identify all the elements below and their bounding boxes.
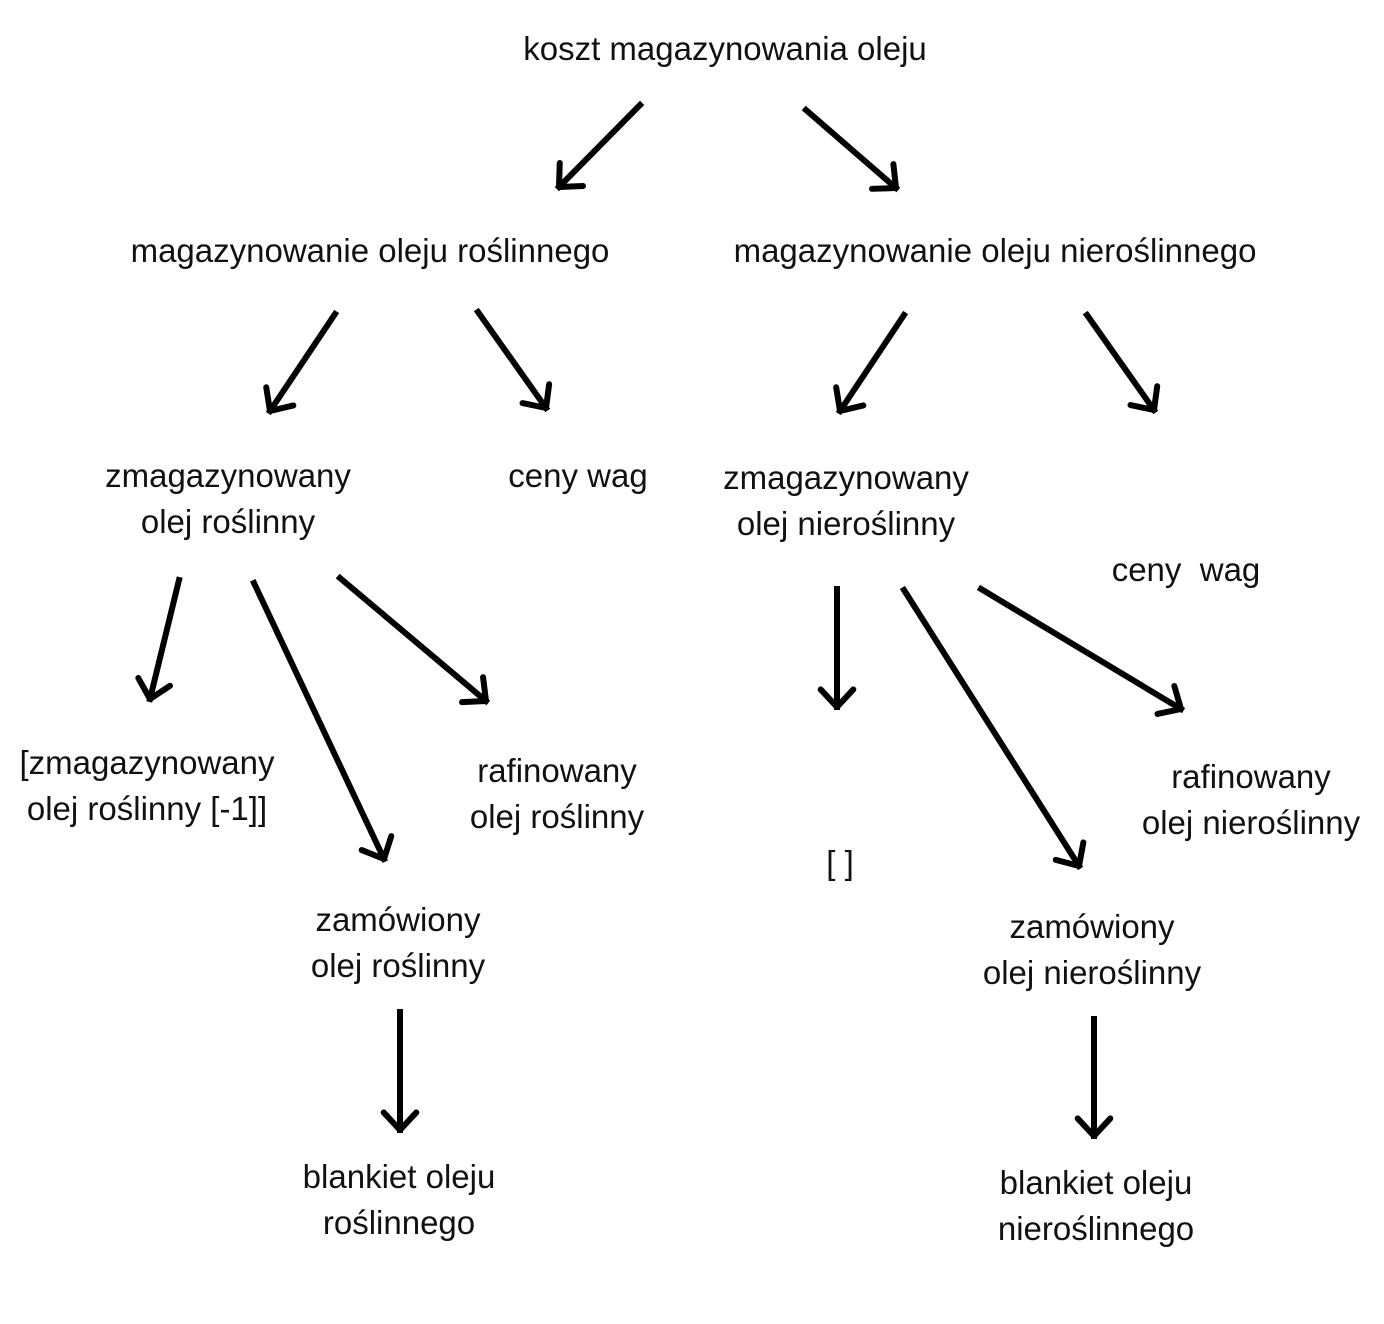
arrow-plant-stored-to-ordered-head [358,833,395,862]
arrow-nonplant-ordered-to-blanket-head [1074,1115,1114,1139]
nonplant-prices-node: ceny wag [1112,455,1261,639]
nonplant-refined-line1: rafinowany [1171,758,1331,795]
plant-prices-label: ceny wag [508,457,648,494]
arrow-nonplant-to-stored-shaft [835,310,909,416]
arrow-plant-to-prices [473,307,553,413]
nonplant-stored-node: zmagazynowany olej nieroślinny [723,455,969,547]
arrow-root-to-plant-shaft [554,100,645,192]
arrow-root-to-plant [554,100,645,192]
plant-prices-node: ceny wag [508,453,647,499]
arrow-nonplant-ordered-to-blanket [1074,1016,1114,1139]
nonplant-refined-line2: olej nieroślinny [1141,804,1361,841]
nonplant-oil-storage-node: magazynowanie oleju nieroślinnego [734,228,1257,274]
plant-oil-storage-label: magazynowanie oleju roślinnego [130,232,610,269]
plant-stored-line1: zmagazynowany [105,457,351,494]
nonplant-prices-label: ceny wag [1111,551,1261,588]
arrow-nonplant-stored-to-ordered [899,585,1087,871]
nonplant-blanket-line1: blankiet oleju [999,1164,1193,1201]
plant-oil-storage-node: magazynowanie oleju roślinnego [131,228,610,274]
nonplant-ordered-line1: zamówiony [1009,908,1175,945]
arrow-nonplant-to-stored [833,310,909,416]
arrow-plant-to-prices-head [519,381,553,411]
plant-previous-node: [zmagazynowany olej roślinny [-1]] [20,740,275,832]
plant-refined-line1: rafinowany [477,752,637,789]
nonplant-ordered-line2: olej nieroślinny [982,954,1202,991]
arrow-root-to-nonplant [801,105,901,193]
arrow-plant-to-prices-shaft [473,307,551,413]
nonplant-refined-node: rafinowany olej nieroślinny [1142,754,1360,846]
plant-refined-node: rafinowany olej roślinny [470,748,644,840]
nonplant-blanket-node: blankiet oleju nieroślinnego [998,1160,1194,1252]
arrow-plant-ordered-to-blanket [380,1009,420,1133]
arrow-plant-to-stored-head [263,384,297,414]
arrow-nonplant-stored-to-previous [817,586,857,710]
nonplant-oil-storage-label: magazynowanie oleju nieroślinnego [733,232,1257,269]
arrow-plant-ordered-to-blanket-head [380,1109,420,1133]
arrow-nonplant-stored-to-refined [976,584,1186,717]
arrow-nonplant-stored-to-refined-head [1154,682,1184,717]
nonplant-previous-label: [ ] [826,844,854,881]
plant-ordered-node: zamówiony olej roślinny [311,897,485,989]
plant-ordered-line1: zamówiony [315,901,481,938]
root-label: koszt magazynowania oleju [523,30,927,67]
nonplant-stored-line2: olej nieroślinny [736,505,956,542]
arrow-nonplant-to-stored-head [833,384,867,414]
nonplant-previous-node: [ ] [826,748,854,932]
arrow-plant-stored-to-refined-head [459,674,489,706]
arrow-nonplant-stored-to-previous-head [817,686,857,710]
arrow-root-to-plant-head [556,160,586,190]
arrows-group [135,100,1186,1139]
plant-blanket-line1: blankiet oleju [302,1158,496,1195]
nonplant-ordered-node: zamówiony olej nieroślinny [983,904,1201,996]
root-node: koszt magazynowania oleju [523,26,927,72]
arrow-plant-stored-to-refined [335,573,491,706]
arrow-nonplant-to-prices-head [1127,383,1161,413]
plant-stored-line2: olej roślinny [140,503,316,540]
arrow-plant-stored-to-refined-shaft [335,573,491,706]
arrow-plant-stored-to-previous-shaft [146,576,183,703]
arrow-root-to-nonplant-head [869,161,899,192]
plant-blanket-node: blankiet oleju roślinnego [303,1154,496,1246]
plant-previous-line2: olej roślinny [-1]] [26,790,268,827]
arrow-nonplant-to-prices-shaft [1082,310,1159,415]
plant-stored-node: zmagazynowany olej roślinny [105,453,351,545]
arrow-plant-stored-to-ordered-shaft [250,579,388,863]
arrow-nonplant-stored-to-ordered-shaft [899,585,1084,871]
arrow-plant-to-stored [263,309,340,416]
arrow-root-to-nonplant-shaft [801,105,901,193]
arrow-plant-stored-to-previous [135,576,183,703]
nonplant-stored-line1: zmagazynowany [723,459,969,496]
plant-refined-line2: olej roślinny [469,798,645,835]
plant-blanket-line2: roślinnego [322,1204,476,1241]
arrow-plant-stored-to-previous-head [135,675,174,702]
arrow-plant-stored-to-ordered [250,579,395,863]
nonplant-blanket-line2: nieroślinnego [997,1210,1195,1247]
arrow-plant-to-stored-shaft [265,309,340,416]
arrow-nonplant-stored-to-ordered-head [1052,839,1087,869]
plant-ordered-line2: olej roślinny [310,947,486,984]
plant-previous-line1: [zmagazynowany [19,744,275,781]
arrow-nonplant-stored-to-refined-shaft [976,584,1186,714]
arrow-nonplant-to-prices [1082,310,1161,415]
